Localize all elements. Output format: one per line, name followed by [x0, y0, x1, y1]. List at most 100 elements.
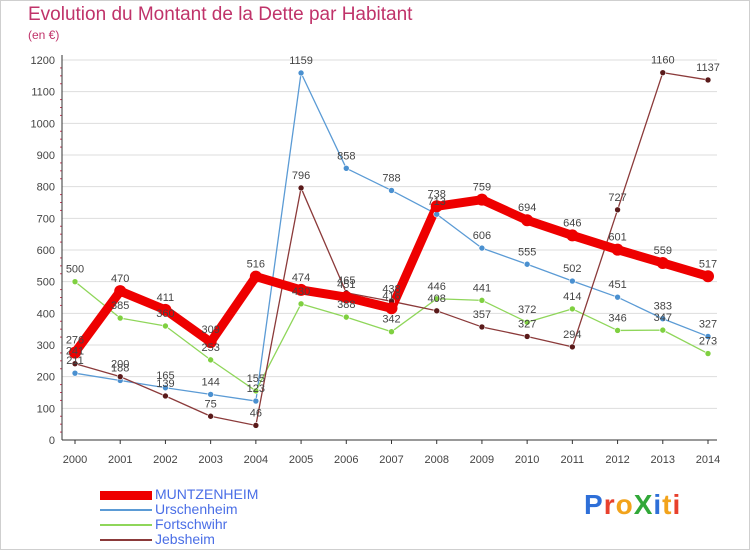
data-label-fortschwihr: 372 [518, 304, 536, 316]
data-point-urschenheim [162, 384, 169, 392]
x-tick-label: 2008 [424, 454, 448, 466]
data-point-fortschwihr [523, 318, 531, 326]
y-tick-label: 700 [37, 213, 55, 225]
data-point-jebsheim [433, 307, 441, 315]
data-label-muntzenheim: 309 [201, 324, 219, 336]
data-point-fortschwihr [614, 327, 621, 334]
data-point-fortschwihr [116, 314, 124, 322]
data-label-urschenheim: 555 [518, 246, 536, 258]
data-label-urschenheim: 1159 [289, 55, 313, 67]
data-label-fortschwihr: 388 [337, 299, 355, 311]
legend-swatch [100, 539, 152, 541]
data-label-fortschwihr: 155 [247, 373, 265, 385]
data-label-muntzenheim: 559 [654, 245, 672, 257]
legend-label: Fortschwihr [155, 516, 228, 532]
logo-letter: i [672, 489, 682, 520]
data-label-muntzenheim: 416 [382, 290, 400, 302]
data-point-urschenheim [388, 187, 395, 194]
data-point-urschenheim [569, 277, 576, 285]
logo-letter: P [584, 489, 604, 520]
x-tick-label: 2007 [379, 454, 403, 466]
x-tick-label: 2000 [63, 454, 87, 466]
data-point-urschenheim [478, 244, 486, 252]
y-tick-label: 1100 [31, 87, 55, 99]
y-tick-label: 800 [37, 182, 55, 194]
data-label-jebsheim: 200 [111, 359, 129, 371]
data-point-fortschwihr [569, 305, 576, 313]
data-label-jebsheim: 241 [66, 346, 84, 358]
data-label-jebsheim: 357 [473, 309, 491, 321]
data-point-jebsheim [297, 184, 305, 192]
data-point-jebsheim [252, 422, 260, 429]
x-tick-label: 2001 [108, 454, 132, 466]
data-point-jebsheim [614, 206, 621, 214]
data-point-fortschwihr [297, 300, 305, 308]
data-point-urschenheim [523, 260, 531, 268]
chart-subtitle: (en €) [28, 28, 60, 42]
data-point-muntzenheim [385, 302, 398, 315]
y-tick-label: 500 [37, 277, 55, 289]
data-point-fortschwihr [433, 295, 441, 303]
data-point-jebsheim [162, 392, 169, 400]
x-tick-label: 2002 [153, 454, 177, 466]
data-label-fortschwihr: 430 [292, 286, 310, 298]
y-tick-label: 600 [37, 245, 55, 257]
data-point-urschenheim [207, 391, 214, 398]
data-label-urschenheim: 383 [654, 301, 672, 313]
data-label-urschenheim: 165 [156, 370, 174, 382]
logo-letter: t [662, 489, 673, 520]
data-point-jebsheim [704, 76, 712, 84]
data-label-fortschwihr: 347 [654, 312, 672, 324]
data-point-jebsheim [569, 343, 576, 351]
data-label-fortschwihr: 342 [382, 314, 400, 326]
data-label-fortschwihr: 385 [111, 300, 129, 312]
data-point-muntzenheim [204, 336, 217, 349]
x-tick-label: 2004 [244, 454, 268, 466]
y-tick-label: 900 [37, 150, 55, 162]
data-point-urschenheim [704, 333, 712, 340]
proxiti-logo: ProXiti [584, 489, 681, 521]
data-point-fortschwihr [71, 278, 79, 285]
data-label-fortschwihr: 500 [66, 264, 84, 276]
data-point-fortschwihr [478, 297, 486, 304]
y-tick-label: 0 [49, 435, 55, 447]
y-tick-label: 1000 [31, 118, 55, 130]
legend-swatch [100, 491, 152, 500]
data-label-muntzenheim: 411 [157, 292, 175, 304]
data-label-urschenheim: 451 [608, 279, 626, 291]
data-point-muntzenheim [159, 303, 172, 316]
x-tick-label: 2009 [470, 454, 494, 466]
data-label-fortschwihr: 441 [473, 282, 491, 294]
data-label-jebsheim: 1160 [651, 55, 675, 67]
data-label-fortschwihr: 414 [563, 291, 581, 303]
data-label-urschenheim: 502 [563, 263, 581, 275]
data-label-jebsheim: 796 [292, 170, 310, 182]
data-markers [69, 69, 714, 429]
data-label-jebsheim: 327 [518, 318, 536, 330]
data-point-jebsheim [478, 323, 486, 331]
data-label-fortschwihr: 446 [428, 281, 446, 293]
data-point-jebsheim [116, 373, 124, 380]
data-label-fortschwihr: 360 [156, 308, 174, 320]
data-point-fortschwihr [162, 322, 169, 330]
data-label-jebsheim: 46 [250, 407, 262, 419]
data-point-jebsheim [207, 412, 214, 420]
logo-letter: o [615, 489, 634, 520]
x-tick-label: 2006 [334, 454, 358, 466]
data-label-urschenheim: 858 [337, 150, 355, 162]
x-tick-label: 2014 [696, 454, 720, 466]
data-point-muntzenheim [475, 193, 488, 206]
data-point-fortschwihr [659, 326, 667, 334]
data-point-urschenheim [342, 165, 350, 172]
data-point-urschenheim [297, 69, 305, 77]
data-point-muntzenheim [611, 243, 624, 256]
data-label-urschenheim: 188 [111, 362, 129, 374]
x-tick-label: 2013 [651, 454, 675, 466]
data-labels: 211 188 165 144 123 1159 858 788 713 606 555 502 451… [66, 55, 720, 420]
data-point-fortschwihr [342, 313, 350, 321]
data-point-urschenheim [659, 315, 667, 323]
y-tick-label: 300 [37, 340, 55, 352]
data-label-muntzenheim: 451 [337, 279, 355, 291]
logo-letter: r [603, 489, 616, 520]
y-tick-label: 100 [37, 403, 55, 415]
